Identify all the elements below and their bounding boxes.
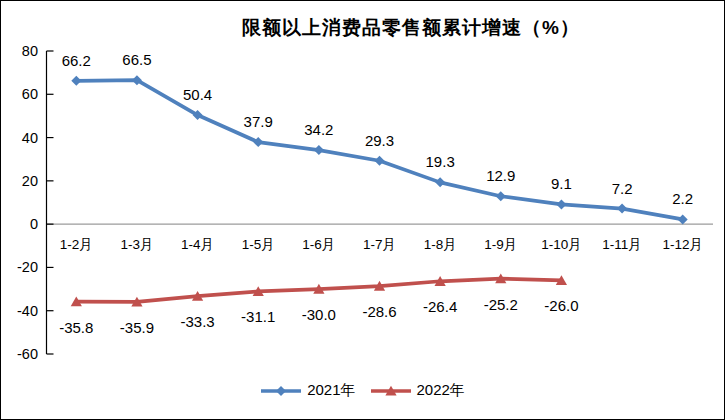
y-tick-label: -40 <box>17 303 38 319</box>
legend: 2021年 2022年 <box>1 381 724 400</box>
data-point-label: 2.2 <box>672 190 693 207</box>
data-point-label: 66.2 <box>62 52 91 69</box>
y-tick-label: 60 <box>22 86 38 102</box>
data-point-label: -30.0 <box>302 306 336 323</box>
x-category-label: 1-7月 <box>363 237 396 252</box>
x-category-label: 1-9月 <box>484 237 517 252</box>
data-point-marker <box>556 199 566 209</box>
legend-label: 2021年 <box>307 381 355 400</box>
x-category-label: 1-4月 <box>181 237 214 252</box>
data-point-label: 7.2 <box>612 180 633 197</box>
data-point-label: -26.0 <box>544 297 578 314</box>
data-point-marker <box>71 76 81 86</box>
data-point-marker <box>375 156 385 166</box>
data-point-marker <box>678 214 688 224</box>
y-tick-label: 80 <box>22 43 38 59</box>
legend-label: 2022年 <box>417 381 465 400</box>
data-point-label: 29.3 <box>365 132 394 149</box>
x-category-label: 1-6月 <box>302 237 335 252</box>
data-point-label: -31.1 <box>241 308 275 325</box>
data-point-label: -35.8 <box>59 319 93 336</box>
data-point-marker <box>314 145 324 155</box>
data-point-label: 9.1 <box>551 175 572 192</box>
data-point-label: 37.9 <box>244 113 273 130</box>
legend-item: 2022年 <box>370 381 465 400</box>
data-point-label: -35.9 <box>120 319 154 336</box>
x-category-label: 1-12月 <box>662 237 703 252</box>
data-point-marker <box>617 204 627 214</box>
y-tick-label: 40 <box>22 130 38 146</box>
plot-area: 80 60 40 20 0 -20 -40 -60 1-2月 1-3月 1-4月 1-5月 1-6月 1-… <box>1 1 724 419</box>
data-point-label: 19.3 <box>426 153 455 170</box>
data-point-label: -33.3 <box>180 313 214 330</box>
data-point-marker <box>496 191 506 201</box>
x-category-label: 1-11月 <box>602 237 642 252</box>
data-point-marker <box>435 177 445 187</box>
data-point-label: -28.6 <box>362 303 396 320</box>
y-tick-label: -20 <box>17 259 38 275</box>
x-category-label: 1-10月 <box>541 237 582 252</box>
data-point-label: -26.4 <box>423 298 457 315</box>
series-line <box>76 80 682 219</box>
x-category-label: 1-3月 <box>120 237 153 252</box>
x-category-label: 1-8月 <box>424 237 457 252</box>
data-point-label: 50.4 <box>183 86 212 103</box>
chart: 限额以上消费品零售额累计增速（%） 806040200-20-40-601-2月… <box>0 0 725 420</box>
data-point-label: -25.2 <box>484 296 518 313</box>
x-category-label: 1-2月 <box>60 237 93 252</box>
data-point-label: 12.9 <box>486 167 515 184</box>
x-category-label: 1-5月 <box>242 237 275 252</box>
y-tick-label: 0 <box>30 216 38 232</box>
data-point-label: 34.2 <box>304 121 333 138</box>
y-tick-label: 20 <box>22 173 38 189</box>
y-tick-label: -60 <box>17 346 38 362</box>
legend-marker-icon <box>260 385 302 397</box>
data-point-label: 66.5 <box>122 51 151 68</box>
legend-item: 2021年 <box>260 381 355 400</box>
legend-marker-icon <box>370 385 412 397</box>
